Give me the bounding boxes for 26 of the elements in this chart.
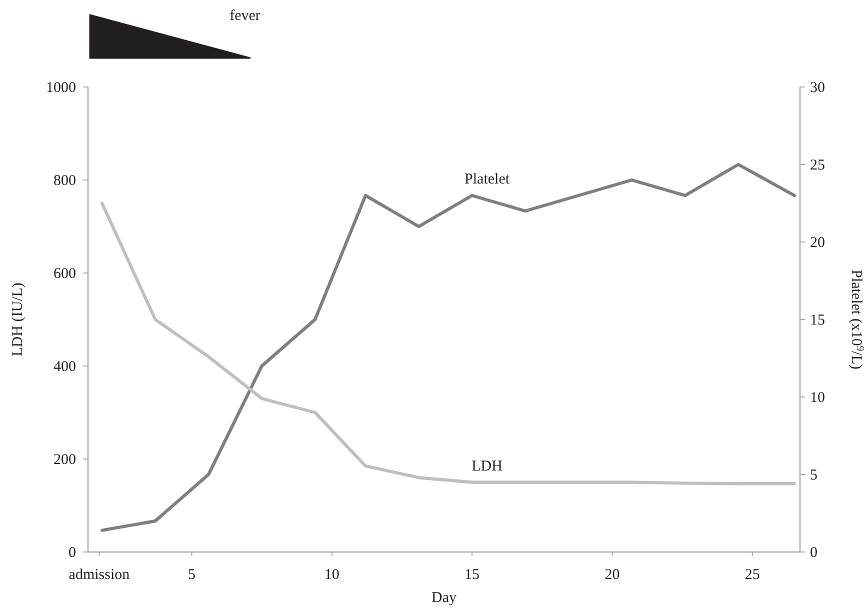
y2-tick-label: 25 [810, 158, 825, 174]
y-tick-label: 0 [68, 545, 76, 561]
y-axis-title: LDH (IU/L) [10, 282, 26, 356]
x-axis-title: Day [432, 590, 457, 606]
series-label: Platelet [464, 172, 510, 188]
y-tick-label: 1000 [46, 80, 76, 96]
x-tick-label: 25 [744, 567, 760, 583]
y-tick-label: 800 [54, 173, 76, 189]
text: fever [230, 8, 260, 24]
series-label: LDH [472, 458, 503, 474]
line-series [100, 202, 796, 486]
y-tick-label: 600 [54, 266, 76, 282]
y2-tick-label: 0 [810, 545, 818, 561]
y-tick-label: 200 [54, 452, 76, 468]
x-tick-label: admission [68, 567, 130, 583]
x-tick-label: 15 [464, 567, 480, 583]
x-tick-label: 5 [188, 567, 196, 583]
y2-tick-label: 30 [810, 80, 825, 96]
y-tick-label: 400 [54, 359, 76, 375]
y2-tick-label: 15 [810, 312, 825, 328]
x-tick-label: 10 [324, 567, 340, 583]
x-tick-label: 20 [604, 567, 620, 583]
y2-tick-label: 10 [810, 390, 825, 406]
y2-tick-label: 20 [810, 235, 825, 251]
line-series [100, 162, 796, 532]
y2-tick-label: 5 [810, 468, 818, 484]
